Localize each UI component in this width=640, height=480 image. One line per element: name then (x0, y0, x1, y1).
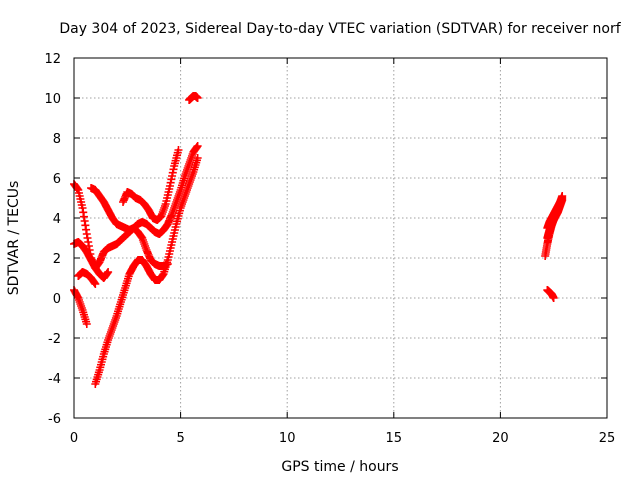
y-tick-label: 2 (53, 252, 61, 267)
data-point (193, 154, 202, 162)
grid-lines (74, 58, 607, 418)
data-point (558, 194, 567, 202)
axis-ticks (73, 57, 608, 419)
data-point (193, 142, 202, 150)
plot-frame (73, 57, 608, 419)
x-tick-label: 15 (386, 431, 403, 446)
y-tick-label: 4 (53, 212, 61, 227)
x-tick-labels: 0 5 10 15 20 25 (70, 431, 615, 446)
y-tick-label: 6 (53, 172, 61, 187)
x-tick-label: 20 (492, 431, 509, 446)
data-point (174, 146, 183, 154)
y-tick-label: 10 (44, 92, 61, 107)
x-tick-label: 10 (279, 431, 296, 446)
y-tick-label: 0 (53, 292, 61, 307)
data-point (91, 280, 100, 288)
x-axis-label: GPS time / hours (281, 459, 398, 475)
y-tick-label: 8 (53, 132, 61, 147)
y-tick-label: -2 (48, 332, 61, 347)
data-point (193, 94, 202, 102)
x-tick-label: 5 (176, 431, 184, 446)
chart-title: Day 304 of 2023, Sidereal Day-to-day VTE… (59, 21, 621, 37)
data-point (104, 268, 113, 276)
y-tick-labels: -6 -4 -2 0 2 4 6 8 10 12 (44, 52, 61, 427)
y-tick-label: -4 (48, 372, 61, 387)
y-tick-label: -6 (48, 412, 61, 427)
data-point (549, 294, 558, 302)
y-axis-label: SDTVAR / TECUs (6, 181, 22, 296)
data-points (70, 92, 567, 388)
x-tick-label: 0 (70, 431, 78, 446)
x-tick-label: 25 (599, 431, 616, 446)
y-tick-label: 12 (44, 52, 61, 67)
data-point (82, 320, 91, 328)
